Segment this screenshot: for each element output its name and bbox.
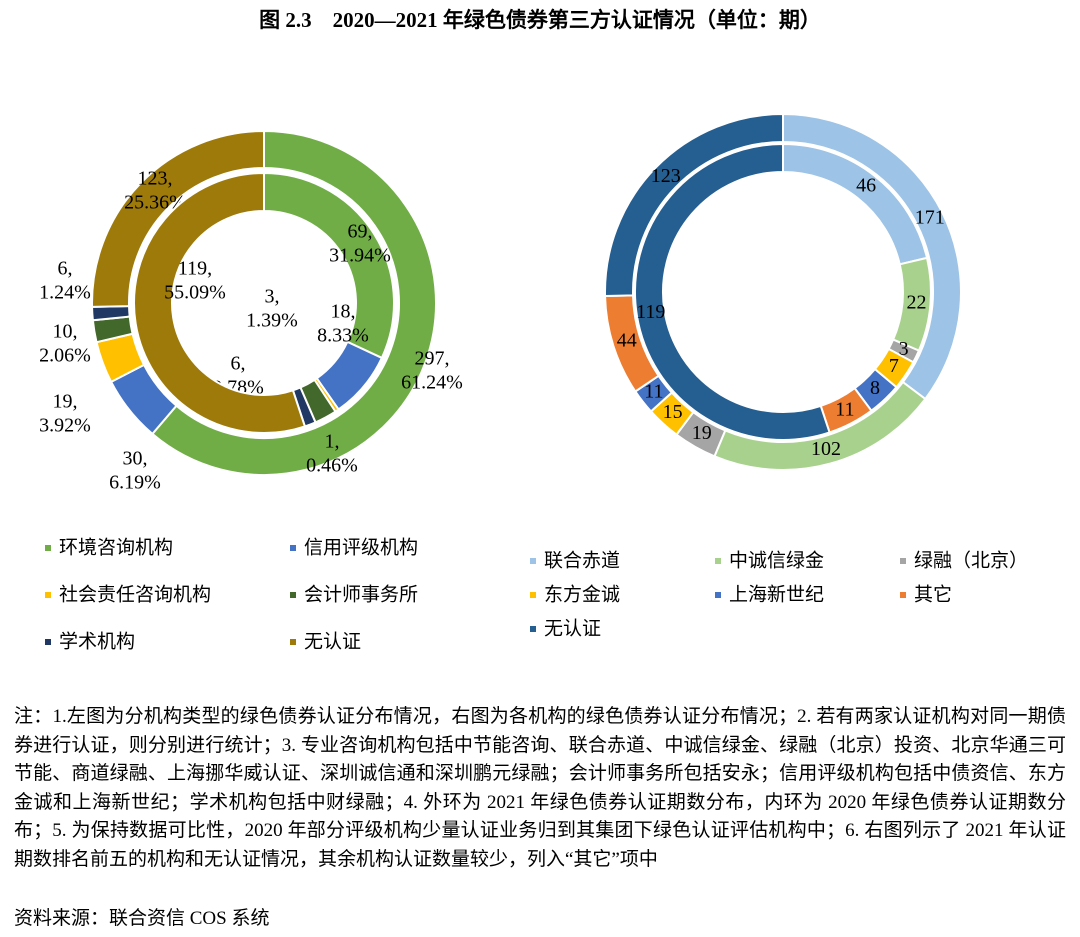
data-label: 8.33% (317, 325, 369, 347)
data-label: 11 (835, 398, 854, 420)
legend-marker (290, 545, 296, 551)
chart: 图 2.3 2020—2021 年绿色债券第三方认证情况（单位：期） 297,6… (39, 8, 1028, 653)
data-label: 19 (692, 422, 712, 444)
legend-marker (715, 558, 721, 564)
data-label: 297, (415, 348, 450, 370)
data-label: 119 (636, 301, 665, 323)
data-label: 18, (331, 301, 356, 323)
legend-label: 联合赤道 (544, 550, 620, 572)
legend-label: 中诚信绿金 (729, 550, 824, 572)
data-label: 31.94% (329, 245, 391, 267)
data-label: 3 (899, 338, 909, 360)
data-label: 102 (811, 438, 841, 460)
data-label: 1.39% (246, 310, 298, 332)
data-label: 1, (325, 431, 340, 453)
data-label: 3.92% (39, 415, 91, 437)
data-label: 6, (58, 258, 73, 280)
legend-label: 环境咨询机构 (59, 537, 173, 559)
legend-marker (290, 592, 296, 598)
data-label: 11 (644, 381, 663, 403)
data-label: 123, (138, 168, 173, 190)
data-label: 7 (889, 355, 899, 377)
data-label: 10, (53, 321, 78, 343)
chart-title: 图 2.3 2020—2021 年绿色债券第三方认证情况（单位：期） (259, 8, 821, 32)
legend-marker (45, 592, 51, 598)
legend-label: 无认证 (544, 618, 601, 640)
legend-label: 绿融（北京） (914, 550, 1028, 572)
legend-marker (900, 558, 906, 564)
data-label: 19, (53, 391, 78, 413)
legend-marker (290, 639, 296, 645)
legend-label: 其它 (914, 584, 952, 606)
data-label: 8 (870, 377, 880, 399)
data-label: 6, (231, 353, 246, 375)
legend-label: 会计师事务所 (304, 584, 418, 606)
donut-segment (634, 142, 831, 441)
legend-marker (530, 558, 536, 564)
data-label: 3, (265, 286, 280, 308)
legend-label: 信用评级机构 (304, 537, 418, 559)
legend-marker (715, 592, 721, 598)
donut-segment (150, 129, 437, 476)
data-label: 6.19% (109, 472, 161, 494)
legend-label: 东方金诚 (544, 584, 620, 606)
legend-marker (530, 626, 536, 632)
donut-segment (91, 129, 265, 308)
note: 注：1.左图为分机构类型的绿色债券认证分布情况，右图为各机构的绿色债券认证分布情… (14, 706, 1066, 870)
legend-label: 社会责任咨询机构 (59, 584, 211, 606)
data-label: 123 (651, 165, 681, 187)
donut-segment (604, 112, 784, 298)
data-label: 1.24% (39, 282, 91, 304)
data-label: 119, (178, 258, 212, 280)
data-label: 44 (617, 329, 637, 351)
data-label: 30, (123, 448, 148, 470)
data-label: 15 (663, 401, 683, 423)
source: 资料来源：联合资信 COS 系统 (14, 908, 270, 929)
legend-label: 无认证 (304, 631, 361, 653)
legend-marker (45, 545, 51, 551)
donut-segment (133, 171, 307, 434)
data-label: 55.09% (164, 282, 226, 304)
data-label: 2.06% (39, 345, 91, 367)
data-label: 22 (906, 291, 926, 313)
data-label: 0.46% (306, 455, 358, 477)
data-label: 171 (915, 206, 945, 228)
legend-marker (45, 639, 51, 645)
data-label: 61.24% (401, 372, 463, 394)
data-label: 69, (348, 221, 373, 243)
legend-marker (900, 592, 906, 598)
data-label: 46 (856, 174, 876, 196)
legend-marker (530, 592, 536, 598)
legend-label: 学术机构 (59, 631, 135, 653)
data-label: 25.36% (124, 192, 186, 214)
legend-label: 上海新世纪 (729, 584, 824, 606)
